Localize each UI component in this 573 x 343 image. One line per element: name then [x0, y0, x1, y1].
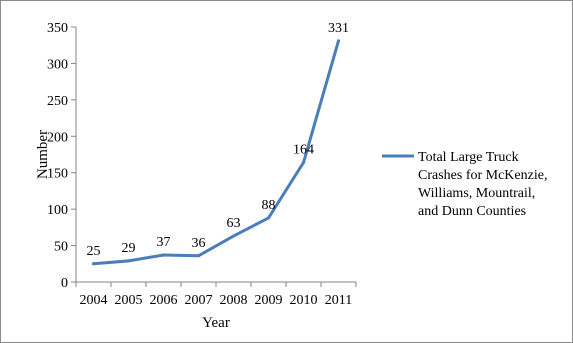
data-point — [197, 254, 200, 258]
x-tick-label: 2009 — [255, 293, 283, 308]
legend-label: Crashes for McKenzie, — [418, 168, 547, 183]
y-tick-label: 300 — [47, 57, 68, 72]
data-label: 164 — [293, 143, 314, 158]
data-label: 88 — [262, 198, 276, 213]
legend: Total Large Truck Crashes for McKenzie, Wi… — [382, 150, 547, 219]
x-tick-label: 2005 — [115, 293, 143, 308]
data-label: 331 — [328, 21, 349, 36]
x-tick-label: 2008 — [220, 293, 248, 308]
data-label: 25 — [87, 244, 101, 259]
legend-label: Total Large Truck — [418, 150, 519, 165]
y-tick-label: 100 — [47, 203, 68, 218]
x-tick-label: 2007 — [185, 293, 213, 308]
data-point — [267, 216, 270, 220]
y-tick-label: 150 — [47, 167, 68, 182]
data-point — [162, 253, 165, 257]
series-line — [92, 39, 340, 266]
y-tick-label: 200 — [47, 130, 68, 145]
data-point — [127, 259, 130, 263]
x-tick-label: 2004 — [80, 293, 108, 308]
legend-label: Williams, Mountrail, — [418, 186, 535, 201]
data-point — [92, 262, 95, 266]
data-point — [232, 234, 235, 238]
data-point — [302, 161, 305, 165]
legend-label: and Dunn Counties — [418, 204, 526, 219]
y-tick-label: 250 — [47, 94, 68, 109]
data-label: 63 — [227, 216, 241, 231]
plot-area: 0 50 100 150 200 250 300 350 2004 2005 2006 2007 200… — [47, 21, 357, 308]
y-tick-label: 350 — [47, 21, 68, 36]
data-label: 37 — [157, 235, 171, 250]
data-point — [337, 39, 340, 43]
x-tick-label: 2011 — [325, 293, 352, 308]
x-tick-label: 2010 — [290, 293, 318, 308]
data-label: 36 — [192, 236, 206, 251]
y-axis-title: Number — [35, 130, 51, 179]
data-label: 29 — [122, 241, 136, 256]
x-tick-label: 2006 — [150, 293, 178, 308]
x-axis-title: Year — [202, 315, 230, 331]
y-tick-label: 50 — [54, 240, 68, 255]
y-tick-label: 0 — [61, 276, 68, 291]
